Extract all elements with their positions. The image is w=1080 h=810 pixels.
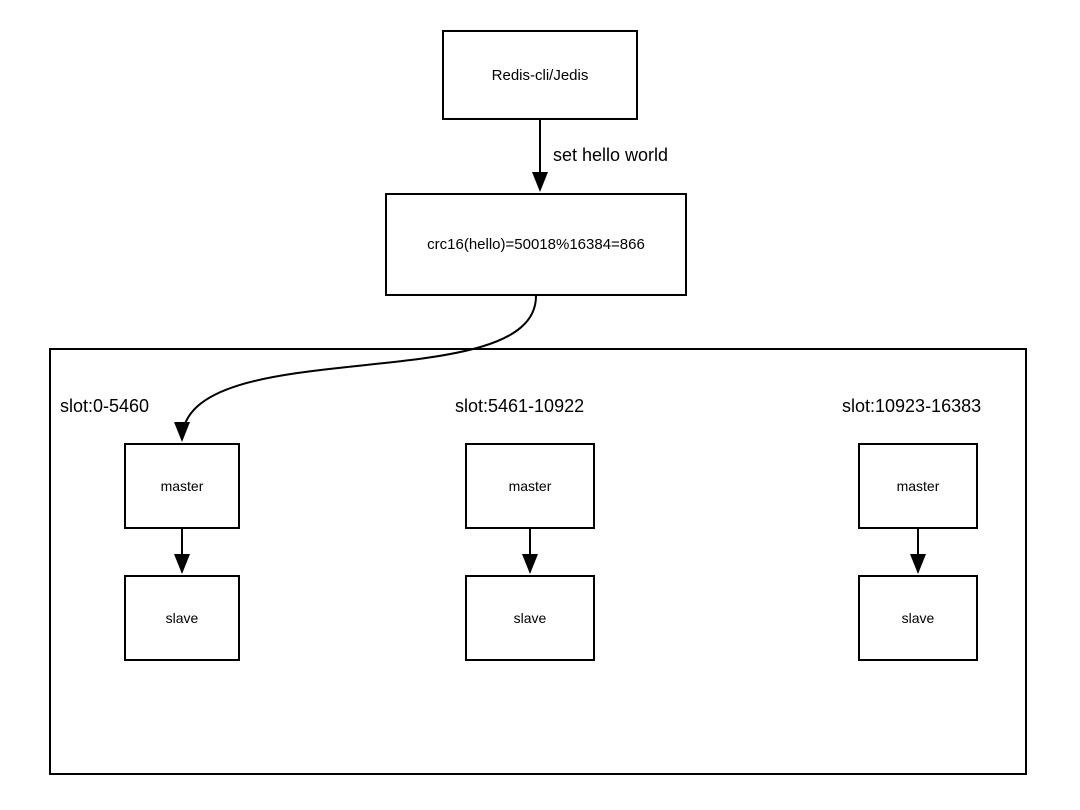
client-box: Redis-cli/Jedis [442,30,638,120]
master-label-1: master [509,478,552,494]
slot-label-1: slot:5461-10922 [455,396,584,417]
slot-label-2: slot:10923-16383 [842,396,981,417]
client-box-label: Redis-cli/Jedis [492,67,589,84]
master-box-1: master [465,443,595,529]
master-label-0: master [161,478,204,494]
slave-box-1: slave [465,575,595,661]
slave-label-2: slave [902,610,935,626]
master-label-2: master [897,478,940,494]
master-box-0: master [124,443,240,529]
slave-label-0: slave [166,610,199,626]
master-box-2: master [858,443,978,529]
hash-box: crc16(hello)=50018%16384=866 [385,193,687,296]
slave-label-1: slave [514,610,547,626]
slave-box-2: slave [858,575,978,661]
redis-cluster-diagram: Redis-cli/Jedis set hello world crc16(he… [0,0,1080,810]
slave-box-0: slave [124,575,240,661]
hash-box-label: crc16(hello)=50018%16384=866 [427,236,645,253]
slot-label-0: slot:0-5460 [60,396,149,417]
edge-label-set: set hello world [553,145,668,166]
